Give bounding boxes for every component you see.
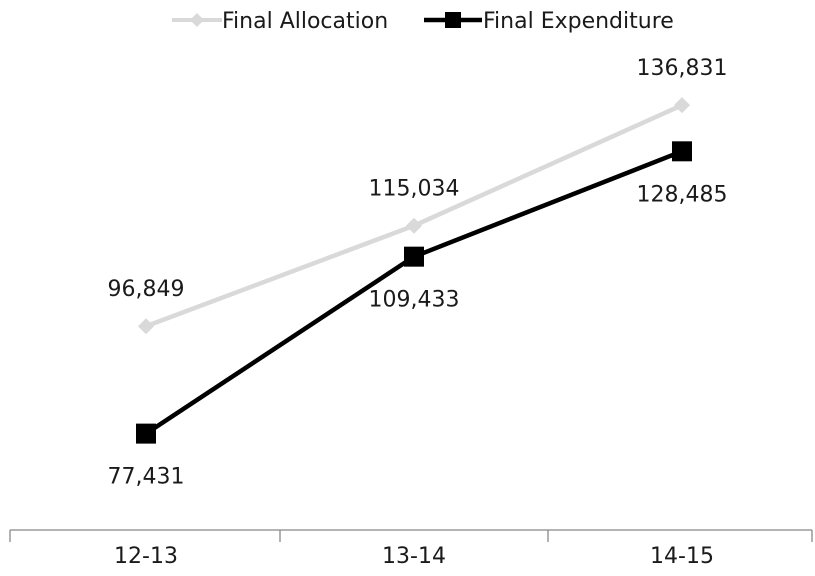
data-label: 128,485 [637,182,728,207]
legend-item: Final Allocation [172,9,388,34]
data-point-square [136,423,156,444]
data-point-square [404,246,424,267]
series-final-allocation [138,97,690,335]
x-axis: 12-13 13-14 14-15 [9,529,813,569]
plot-area [136,97,692,444]
data-point-diamond [138,318,154,335]
legend-label: Final Expenditure [483,9,674,34]
x-tick-label: 13-14 [382,544,446,569]
legend-label: Final Allocation [222,9,388,34]
data-labels: 96,849 115,034 136,831 77,431 109,433 128,485 [108,56,728,489]
data-label: 136,831 [637,56,728,81]
data-label: 77,431 [108,465,185,490]
data-label: 115,034 [369,177,460,202]
legend-marker-diamond [190,13,204,27]
legend-item: Final Expenditure [424,9,674,34]
data-point-square [672,141,692,162]
data-point-diamond [674,97,690,114]
data-point-diamond [406,217,422,234]
legend: Final Allocation Final Expenditure [172,9,674,34]
x-tick-label: 14-15 [650,544,714,569]
series-final-expenditure [136,141,692,444]
data-label: 96,849 [108,277,185,302]
data-label: 109,433 [369,288,460,313]
legend-marker-square [445,12,461,28]
x-tick-label: 12-13 [114,544,178,569]
